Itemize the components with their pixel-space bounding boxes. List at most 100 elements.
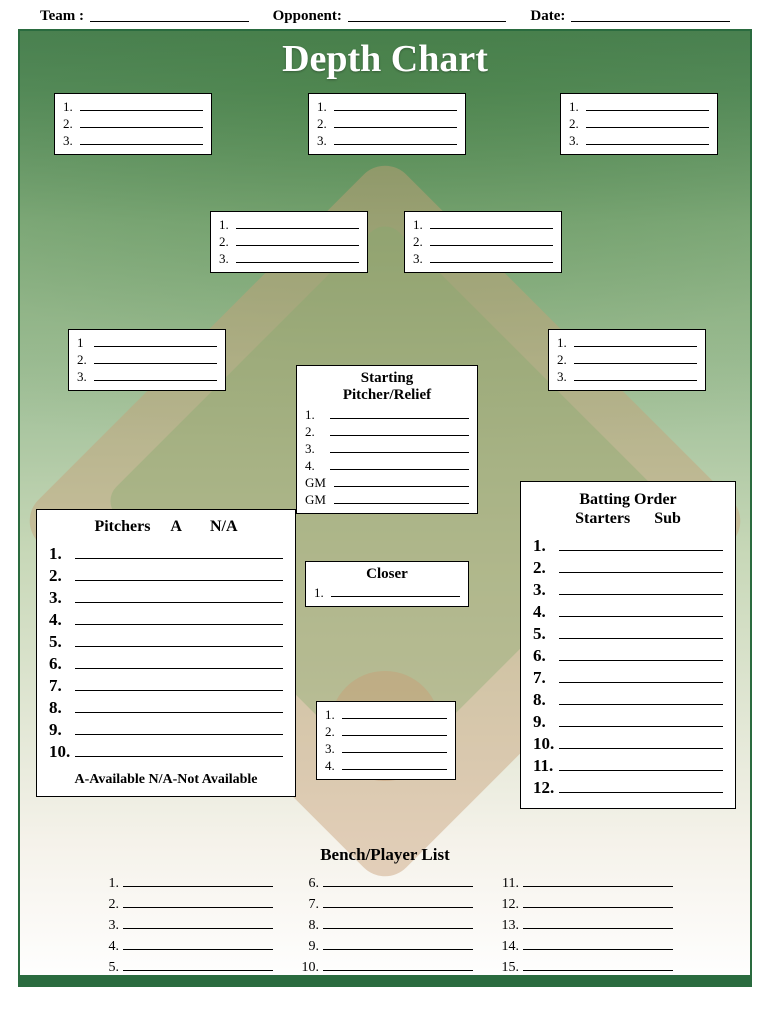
depth-chart-page: Team : Opponent: Date: Depth Chart 1. 2.… <box>0 0 770 1024</box>
closer-line-1[interactable] <box>331 585 460 597</box>
sp-gm-2[interactable] <box>334 492 469 504</box>
header-row: Team : Opponent: Date: <box>0 0 770 29</box>
c-line-2[interactable] <box>342 724 447 736</box>
pitchers-legend: A-Available N/A-Not Available <box>49 772 283 788</box>
pitchers-box: Pitchers A N/A 1. 2. 3. 4. 5. 6. 7. 8. 9… <box>36 509 296 797</box>
bench-col-1: 1. 2. 3. 4. 5. <box>97 873 273 978</box>
p-line-5[interactable] <box>75 633 283 647</box>
sp-gm-1[interactable] <box>334 475 469 487</box>
sp-line-3[interactable] <box>330 441 469 453</box>
batting-header: Batting Order Starters Sub <box>533 490 723 528</box>
bench-4[interactable] <box>123 938 273 950</box>
pitchers-header: Pitchers A N/A <box>49 518 283 536</box>
bench-3[interactable] <box>123 917 273 929</box>
closer-title: Closer <box>314 566 460 583</box>
p-line-8[interactable] <box>75 699 283 713</box>
tb-line-2[interactable] <box>94 352 217 364</box>
opponent-label: Opponent: <box>273 8 342 25</box>
cf-line-2[interactable] <box>334 116 457 128</box>
page-title: Depth Chart <box>20 31 750 81</box>
p-line-9[interactable] <box>75 721 283 735</box>
p-line-2[interactable] <box>75 567 283 581</box>
date-field[interactable] <box>571 8 730 22</box>
bench-14[interactable] <box>523 938 673 950</box>
b-line-10[interactable] <box>559 735 723 749</box>
bench-2[interactable] <box>123 896 273 908</box>
sp-line-4[interactable] <box>330 458 469 470</box>
cf-line-1[interactable] <box>334 99 457 111</box>
date-label: Date: <box>530 8 565 25</box>
b-line-11[interactable] <box>559 757 723 771</box>
tb-line-3[interactable] <box>94 369 217 381</box>
sb-line-3[interactable] <box>430 251 553 263</box>
b-line-4[interactable] <box>559 603 723 617</box>
sb-box: 1. 2. 3. <box>404 211 562 273</box>
ss-line-3[interactable] <box>236 251 359 263</box>
lf-line-1[interactable] <box>80 99 203 111</box>
fb-line-2[interactable] <box>574 352 697 364</box>
bench-12[interactable] <box>523 896 673 908</box>
c-line-4[interactable] <box>342 758 447 770</box>
rf-line-3[interactable] <box>586 133 709 145</box>
starting-box: StartingPitcher/Relief 1. 2. 3. 4. GM GM <box>296 365 478 514</box>
tb-box: 1 2. 3. <box>68 329 226 391</box>
bench-section: Bench/Player List 1. 2. 3. 4. 5. 6. 7. 8… <box>20 845 750 978</box>
tb-line-1[interactable] <box>94 335 217 347</box>
p-line-7[interactable] <box>75 677 283 691</box>
ss-box: 1. 2. 3. <box>210 211 368 273</box>
b-line-3[interactable] <box>559 581 723 595</box>
b-line-8[interactable] <box>559 691 723 705</box>
closer-box: Closer 1. <box>305 561 469 607</box>
team-field[interactable] <box>90 8 249 22</box>
bench-8[interactable] <box>323 917 473 929</box>
fb-box: 1. 2. 3. <box>548 329 706 391</box>
team-label: Team : <box>40 8 84 25</box>
ss-line-2[interactable] <box>236 234 359 246</box>
lf-box: 1. 2. 3. <box>54 93 212 155</box>
b-line-1[interactable] <box>559 537 723 551</box>
opponent-field[interactable] <box>348 8 507 22</box>
fb-line-3[interactable] <box>574 369 697 381</box>
sb-line-1[interactable] <box>430 217 553 229</box>
p-line-10[interactable] <box>75 743 283 757</box>
cf-line-3[interactable] <box>334 133 457 145</box>
bench-7[interactable] <box>323 896 473 908</box>
bench-col-2: 6. 7. 8. 9. 10. <box>297 873 473 978</box>
b-line-5[interactable] <box>559 625 723 639</box>
batting-box: Batting Order Starters Sub 1. 2. 3. 4. 5… <box>520 481 736 809</box>
c-line-3[interactable] <box>342 741 447 753</box>
bench-9[interactable] <box>323 938 473 950</box>
p-line-1[interactable] <box>75 545 283 559</box>
b-line-9[interactable] <box>559 713 723 727</box>
lf-line-2[interactable] <box>80 116 203 128</box>
bench-title: Bench/Player List <box>20 845 750 865</box>
bench-1[interactable] <box>123 875 273 887</box>
bench-15[interactable] <box>523 959 673 971</box>
sp-line-1[interactable] <box>330 407 469 419</box>
field-area: Depth Chart 1. 2. 3. 1. 2. 3. 1. 2. 3. 1… <box>18 29 752 987</box>
sb-line-2[interactable] <box>430 234 553 246</box>
b-line-7[interactable] <box>559 669 723 683</box>
bench-5[interactable] <box>123 959 273 971</box>
p-line-6[interactable] <box>75 655 283 669</box>
p-line-3[interactable] <box>75 589 283 603</box>
fb-line-1[interactable] <box>574 335 697 347</box>
catcher-box: 1. 2. 3. 4. <box>316 701 456 780</box>
b-line-6[interactable] <box>559 647 723 661</box>
b-line-12[interactable] <box>559 779 723 793</box>
bench-13[interactable] <box>523 917 673 929</box>
bench-6[interactable] <box>323 875 473 887</box>
b-line-2[interactable] <box>559 559 723 573</box>
p-line-4[interactable] <box>75 611 283 625</box>
c-line-1[interactable] <box>342 707 447 719</box>
ss-line-1[interactable] <box>236 217 359 229</box>
bench-col-3: 11. 12. 13. 14. 15. <box>497 873 673 978</box>
bench-11[interactable] <box>523 875 673 887</box>
cf-box: 1. 2. 3. <box>308 93 466 155</box>
lf-line-3[interactable] <box>80 133 203 145</box>
rf-line-1[interactable] <box>586 99 709 111</box>
rf-line-2[interactable] <box>586 116 709 128</box>
sp-line-2[interactable] <box>330 424 469 436</box>
rf-box: 1. 2. 3. <box>560 93 718 155</box>
bench-10[interactable] <box>323 959 473 971</box>
